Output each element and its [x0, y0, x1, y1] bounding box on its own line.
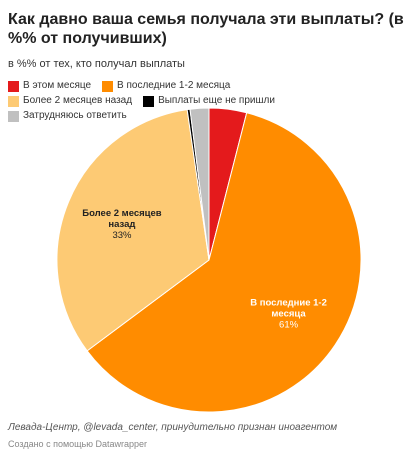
chart-footer: Левада-Центр, @levada_center, принудител…: [8, 421, 337, 451]
legend-label: Более 2 месяцев назад: [23, 95, 133, 106]
legend-swatch: [8, 95, 19, 107]
data-label-category: назад: [108, 219, 135, 230]
legend-label: Затрудняюсь ответить: [23, 110, 127, 121]
legend-label: В последние 1-2 месяца: [117, 80, 231, 91]
data-label-category: месяца: [271, 308, 306, 319]
data-label-category: В последние 1-2: [250, 297, 327, 308]
data-label-value: 61%: [279, 319, 299, 330]
chart-subtitle: в %% от тех, кто получал выплаты: [8, 58, 185, 70]
legend-item: В последние 1-2 месяца: [102, 80, 230, 92]
legend-swatch: [8, 80, 19, 92]
legend-swatch: [143, 95, 155, 107]
credit-note: Создано с помощью Datawrapper: [8, 439, 148, 449]
legend-item: В этом месяце: [8, 80, 91, 92]
legend-item: Затрудняюсь ответить: [8, 110, 127, 122]
chart-legend: В этом месяце В последние 1-2 месяца Более…: [8, 80, 348, 122]
data-label-value: 33%: [112, 230, 132, 241]
chart-title: Как давно ваша семья получала эти выплат…: [8, 11, 404, 47]
legend-item: Более 2 месяцев назад: [8, 95, 132, 107]
legend-swatch: [8, 110, 19, 122]
pie-slice-затрудняюсь-ответить: [189, 107, 210, 261]
legend-item: Выплаты еще не пришли: [143, 95, 275, 107]
source-note: Левада-Центр, @levada_center, принудител…: [8, 422, 338, 433]
pie-slice-в-последние-1-2-месяца: [86, 112, 362, 413]
legend-label: Выплаты еще не пришли: [158, 95, 275, 106]
legend-label: В этом месяце: [23, 80, 92, 91]
legend-swatch: [102, 80, 114, 92]
data-label-category: Более 2 месяцев: [82, 208, 162, 219]
pie-slice-более-2-месяцев-назад: [56, 109, 210, 352]
